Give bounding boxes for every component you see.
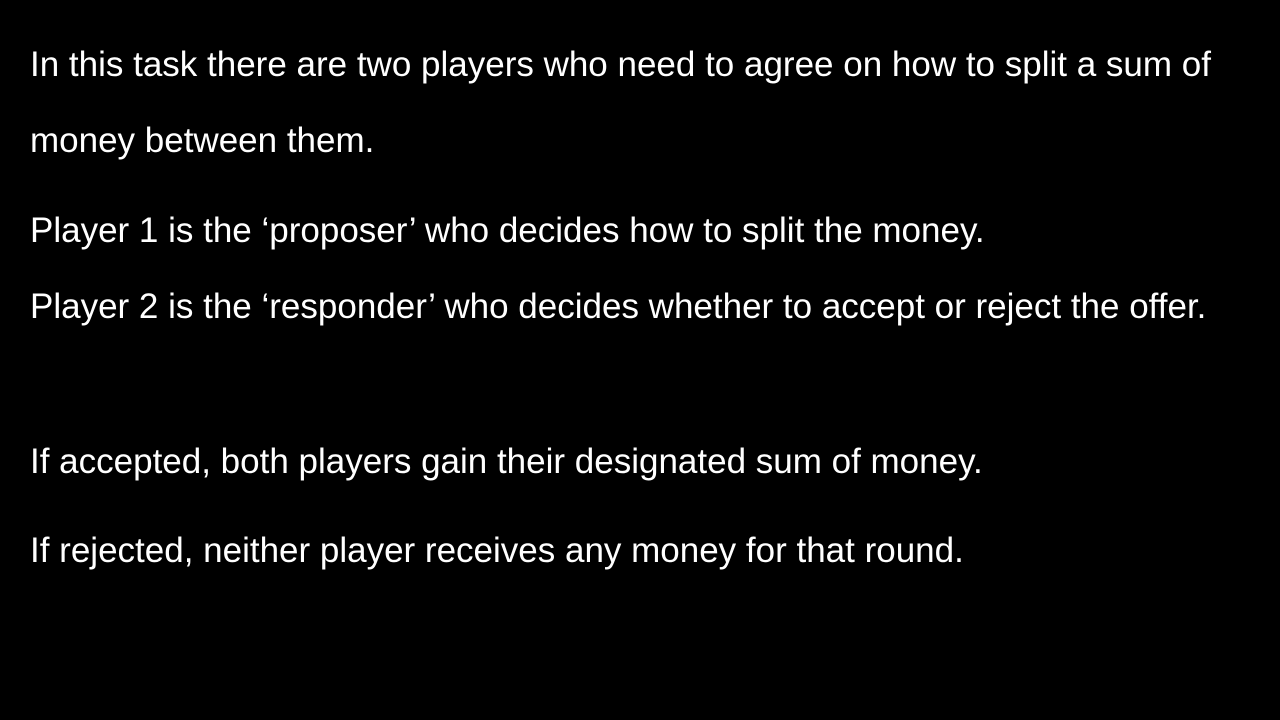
instruction-paragraph-responder: Player 2 is the ‘responder’ who decides … xyxy=(30,287,1207,326)
instruction-paragraph-task-description: In this task there are two players who n… xyxy=(30,45,1211,160)
instruction-paragraph-rejected: If rejected, neither player receives any… xyxy=(30,531,964,570)
instruction-paragraph-proposer: Player 1 is the ‘proposer’ who decides h… xyxy=(30,211,985,250)
instruction-paragraph-accepted: If accepted, both players gain their des… xyxy=(30,442,983,481)
